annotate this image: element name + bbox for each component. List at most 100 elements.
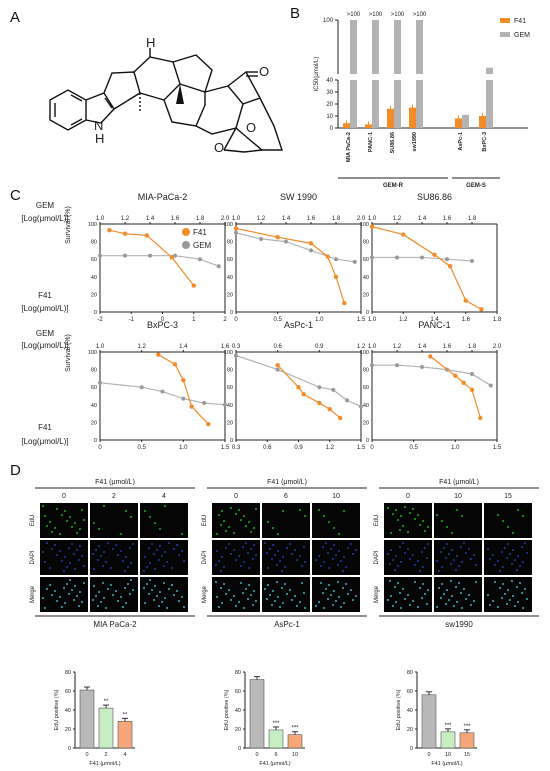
- cell-nucleus: [215, 532, 219, 536]
- cell-nucleus: [440, 565, 444, 569]
- point-gem: [334, 257, 338, 262]
- ring-ketal: [235, 97, 283, 151]
- cell-nucleus: [460, 514, 464, 518]
- curve-f41: [277, 364, 341, 419]
- bar-gem-lower: [486, 80, 493, 128]
- cell-nucleus: [234, 604, 238, 608]
- y-tick-label: 40: [363, 403, 369, 409]
- dose-header: F41 (μmol/L): [95, 479, 135, 486]
- cell-nucleus: [266, 520, 270, 524]
- cell-nucleus: [342, 555, 346, 559]
- dose-label: 0: [234, 493, 238, 500]
- cell-nucleus: [237, 508, 241, 512]
- cell-nucleus: [43, 560, 47, 564]
- bottom-tick-label: 1.2: [399, 317, 408, 323]
- legend-swatch-gem: [500, 32, 510, 37]
- point-f41: [478, 415, 483, 421]
- cell-nucleus: [506, 525, 510, 529]
- cell-nucleus: [467, 547, 471, 551]
- cell-nucleus: [302, 545, 306, 549]
- cell-nucleus: [239, 518, 243, 522]
- y-tick-label: 20: [363, 292, 369, 298]
- bottom-tick-label: 0: [161, 317, 165, 323]
- cell-nucleus: [48, 520, 52, 524]
- cell-nucleus: [244, 541, 248, 545]
- cell-nucleus: [271, 589, 275, 593]
- channel-label: EdU: [374, 515, 380, 527]
- point-f41: [122, 231, 128, 236]
- top-tick-label: 0.6: [273, 344, 282, 350]
- cell-nucleus: [150, 542, 154, 546]
- micrograph-background: [262, 503, 310, 538]
- category-label: AsPc-1: [458, 132, 464, 151]
- cell-nucleus: [160, 600, 164, 604]
- cell-nucleus: [214, 580, 218, 584]
- cell-nucleus: [78, 527, 82, 531]
- cell-nucleus: [222, 582, 226, 586]
- micrograph-background: [484, 577, 532, 612]
- point-f41: [296, 385, 301, 390]
- point-f41: [233, 226, 239, 231]
- point-f41: [107, 227, 112, 233]
- cell-nucleus: [503, 592, 507, 596]
- cell-nucleus: [281, 509, 285, 513]
- cell-nucleus: [158, 527, 162, 531]
- cell-nucleus: [215, 595, 219, 599]
- cell-nucleus: [266, 583, 270, 587]
- x-axis-label: F41 (μmol/L): [259, 761, 290, 767]
- micrograph-cell: [212, 503, 260, 538]
- cell-nucleus: [60, 605, 64, 609]
- y-tick-label: 20: [65, 727, 71, 733]
- panel-d-letter: D: [10, 462, 21, 479]
- y-tick-label: 100: [224, 222, 233, 228]
- cell-nucleus: [423, 546, 427, 550]
- curve-f41: [158, 354, 209, 425]
- cell-nucleus: [505, 602, 509, 606]
- cell-nucleus: [472, 599, 476, 603]
- cell-nucleus: [401, 587, 405, 591]
- cell-nucleus: [516, 508, 520, 512]
- point-gem: [259, 236, 263, 241]
- cell-nucleus: [445, 525, 449, 529]
- cell-nucleus: [332, 526, 336, 530]
- cell-nucleus: [444, 556, 448, 560]
- cell-nucleus: [421, 565, 425, 569]
- category-label: PANC-1: [368, 132, 374, 152]
- cell-nucleus: [520, 591, 524, 595]
- point-f41: [333, 274, 339, 279]
- cell-nucleus: [116, 599, 120, 603]
- cell-nucleus: [508, 598, 512, 602]
- cell-nucleus: [337, 595, 341, 599]
- cell-nucleus: [403, 597, 407, 601]
- cell-nucleus: [326, 551, 330, 555]
- micrograph-background: [212, 503, 260, 538]
- bar-gem-upper: [372, 20, 379, 74]
- cell-nucleus: [511, 548, 515, 552]
- cell-nucleus: [175, 543, 179, 547]
- bottom-tick-label: 0.5: [409, 445, 418, 451]
- point-gem: [139, 385, 144, 390]
- point-f41: [317, 400, 322, 406]
- point-f41: [325, 254, 330, 259]
- cell-nucleus: [180, 532, 184, 536]
- significance-mark: ***: [291, 726, 299, 732]
- bar-f41: [343, 123, 350, 128]
- top-tick-label: 1.0: [96, 216, 105, 222]
- cell-nucleus: [339, 559, 343, 563]
- cell-nucleus: [246, 551, 250, 555]
- cell-nucleus: [346, 546, 350, 550]
- cell-nucleus: [399, 514, 403, 518]
- bottom-tick-label: 1: [192, 317, 196, 323]
- y-tick-label: 0: [366, 438, 369, 444]
- bottom-tick-label: 1.5: [221, 445, 230, 451]
- bottom-tick-label: 0.3: [232, 445, 241, 451]
- point-f41: [301, 392, 306, 397]
- plot-title: BxPC-3: [147, 320, 178, 330]
- cell-nucleus: [425, 602, 429, 606]
- curve-gem: [235, 354, 362, 408]
- bottom-tick-label: 1.0: [451, 445, 460, 451]
- cell-nucleus: [469, 557, 473, 561]
- point-f41: [479, 307, 484, 312]
- y-tick-label: 0: [94, 438, 97, 444]
- cell-nucleus: [124, 509, 128, 513]
